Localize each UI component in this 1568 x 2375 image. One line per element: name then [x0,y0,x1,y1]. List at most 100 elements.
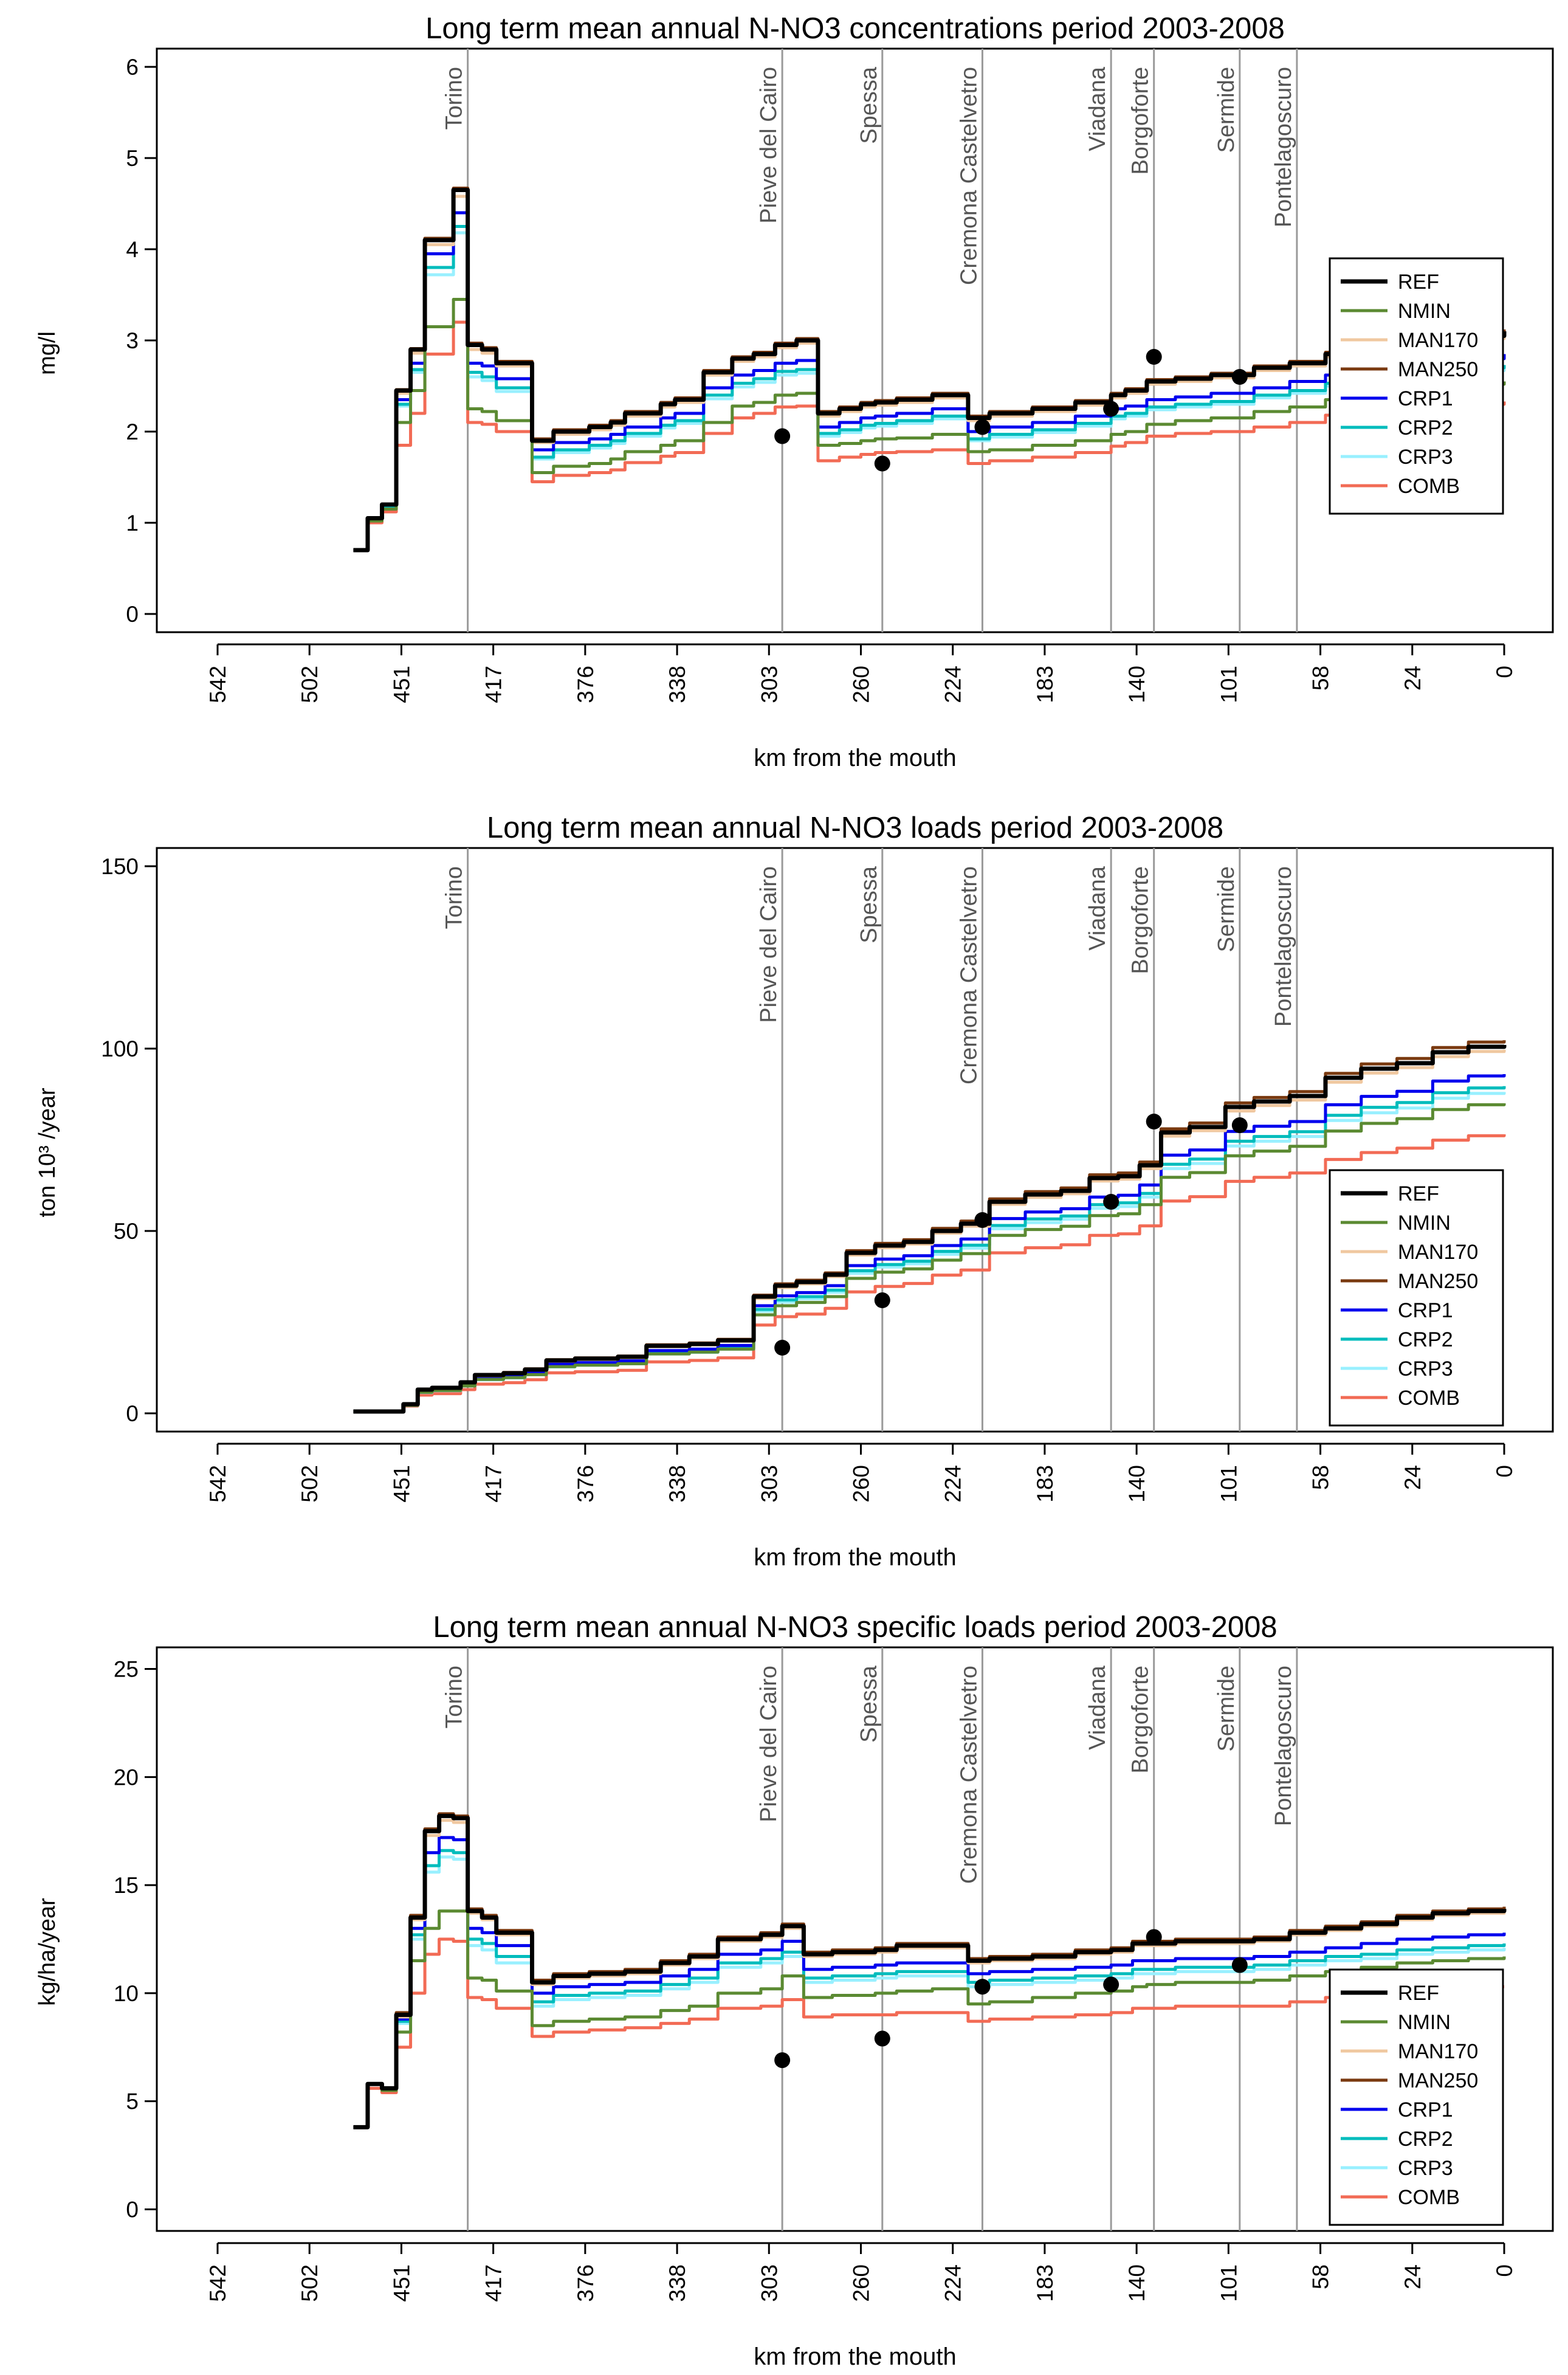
x-tick-label: 260 [849,666,874,703]
x-tick-label: 0 [1492,1465,1517,1478]
legend-label: CRP1 [1398,2098,1453,2122]
y-tick-label: 100 [101,1036,139,1061]
legend-label: COMB [1398,2186,1460,2209]
station-label: Viadana [1085,66,1110,151]
y-axis-label: mg/l [35,331,60,375]
x-tick-label: 183 [1033,666,1057,703]
y-tick-label: 5 [126,146,139,171]
station-label: Pontelagoscuro [1271,67,1296,227]
observed-point [974,419,991,435]
observed-point [1231,1957,1248,1973]
concentration-chart: Long term mean annual N-NO3 concentratio… [35,12,1554,771]
station-label: Spessa [856,866,882,943]
station-label: Pieve del Cairo [756,866,782,1023]
series-line-nmin [353,1909,1506,2129]
x-axis-label: km from the mouth [754,745,956,771]
station-label: Spessa [856,66,882,144]
station-label: Pieve del Cairo [756,1666,782,1822]
x-tick-label: 24 [1400,666,1425,691]
y-tick-label: 1 [126,511,139,536]
x-tick-label: 376 [573,1465,598,1503]
legend-box [1329,1169,1504,1427]
legend-label: MAN170 [1398,1241,1478,1264]
legend-label: CRP1 [1398,1299,1453,1322]
legend-label: MAN170 [1398,2040,1478,2063]
y-tick-label: 3 [126,328,139,353]
station-label: Viadana [1085,866,1110,951]
legend-label: MAN250 [1398,2069,1478,2092]
x-tick-label: 140 [1124,2264,1149,2302]
observed-point [874,455,890,472]
legend-label: CRP2 [1398,1328,1453,1351]
x-tick-label: 451 [389,2264,414,2302]
series-line-ref [353,188,1507,553]
station-label: Borgoforte [1128,67,1154,174]
x-tick-label: 0 [1492,666,1517,678]
x-tick-label: 417 [481,2264,506,2302]
legend-label: NMIN [1398,2011,1451,2034]
legend-label: MAN250 [1398,358,1478,381]
x-tick-label: 183 [1033,1465,1057,1503]
y-tick-label: 5 [126,2089,139,2114]
x-tick-label: 260 [849,2264,874,2302]
observed-point [874,1292,890,1308]
x-tick-label: 502 [297,1465,322,1503]
legend-label: REF [1398,1982,1439,2005]
observed-point [1103,1976,1119,1993]
x-tick-label: 502 [297,666,322,703]
x-tick-label: 58 [1308,666,1333,691]
specific-loads-chart: Long term mean annual N-NO3 specific loa… [35,1611,1554,2370]
legend-label: REF [1398,1182,1439,1205]
y-tick-label: 0 [126,2197,139,2222]
x-tick-label: 140 [1124,666,1149,703]
x-tick-label: 24 [1400,2264,1425,2289]
y-tick-label: 50 [114,1219,139,1244]
x-axis-label: km from the mouth [754,1544,956,1571]
station-label: Torino [442,67,467,130]
chart-title: Long term mean annual N-NO3 specific loa… [433,1611,1277,1644]
station-label: Pontelagoscuro [1271,866,1296,1027]
y-axis-label: kg/ha/year [35,1898,60,2006]
y-tick-label: 15 [114,1873,139,1898]
x-tick-label: 417 [481,666,506,703]
x-tick-label: 101 [1216,666,1241,703]
x-tick-label: 224 [941,666,966,703]
legend-label: CRP1 [1398,387,1453,410]
x-axis-label: km from the mouth [754,2343,956,2370]
observed-point [1146,349,1162,365]
station-label: Spessa [856,1665,882,1743]
station-label: Cremona Castelvetro [956,866,982,1084]
x-tick-label: 303 [757,666,782,703]
observed-point [974,1979,991,1995]
legend-label: NMIN [1398,300,1451,323]
station-label: Pontelagoscuro [1271,1666,1296,1826]
x-tick-label: 101 [1216,1465,1241,1503]
observed-point [774,428,791,444]
y-tick-label: 150 [101,854,139,879]
legend-label: MAN170 [1398,329,1478,352]
x-tick-label: 303 [757,2264,782,2302]
x-tick-label: 502 [297,2264,322,2302]
x-tick-label: 542 [205,2264,230,2302]
observed-point [1231,1117,1248,1133]
station-label: Sermide [1214,67,1239,153]
loads-chart: Long term mean annual N-NO3 loads period… [35,812,1554,1571]
y-tick-label: 20 [114,1765,139,1790]
legend-label: CRP3 [1398,1357,1453,1381]
series-line-comb [353,1937,1504,2129]
series-line-nmin [353,298,1506,552]
observed-point [1103,1194,1119,1210]
chart-title: Long term mean annual N-NO3 loads period… [487,812,1223,844]
station-label: Sermide [1214,866,1239,953]
station-label: Cremona Castelvetro [956,67,982,285]
legend-label: REF [1398,271,1439,294]
x-tick-label: 58 [1308,1465,1333,1490]
observed-point [1231,369,1248,385]
series-line-comb [353,1134,1506,1413]
series-line-ref [353,1044,1507,1414]
y-axis-label: ton 10³ /year [35,1088,60,1218]
observed-point [774,1340,791,1356]
legend-label: NMIN [1398,1212,1451,1235]
x-tick-label: 303 [757,1465,782,1503]
